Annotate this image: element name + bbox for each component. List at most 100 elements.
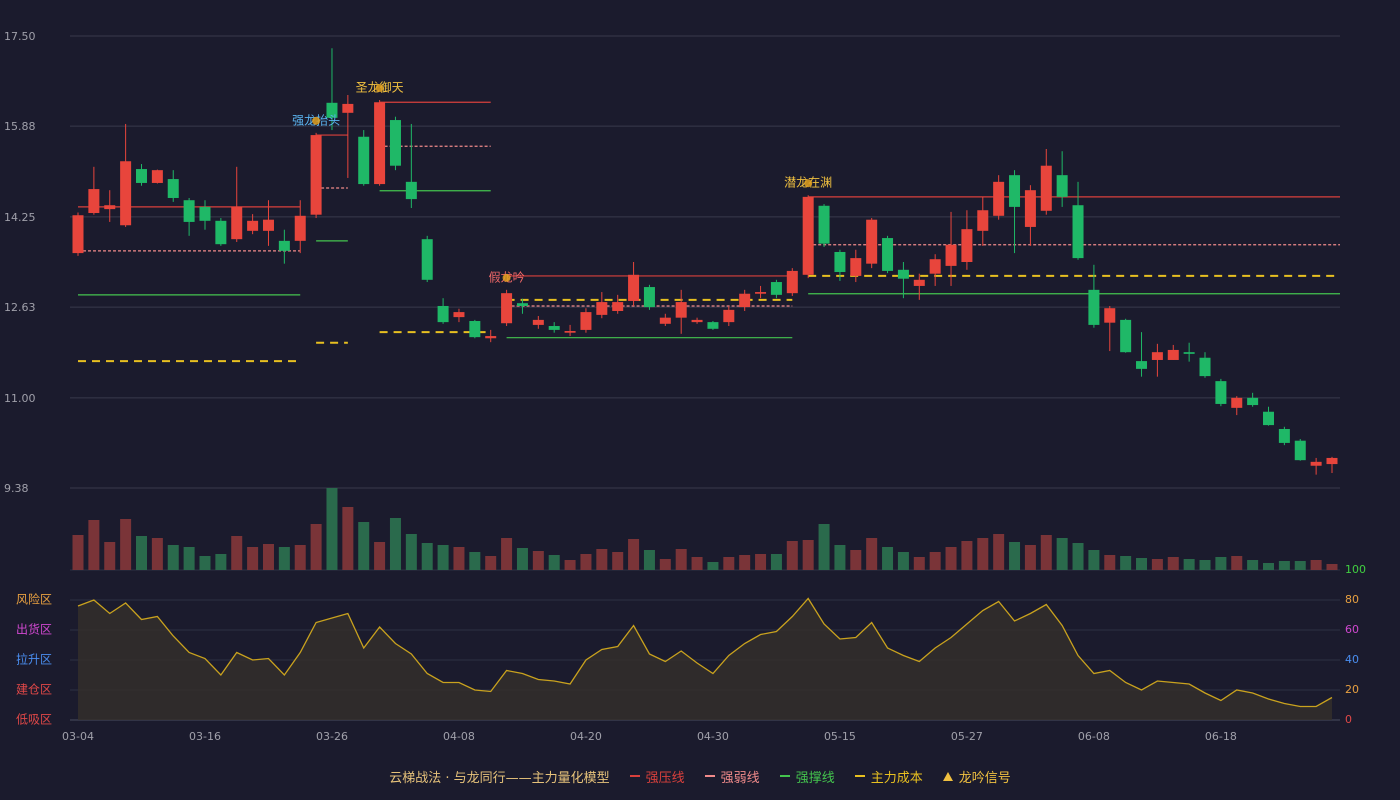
volume-bar xyxy=(135,536,147,570)
candle-body xyxy=(580,312,592,330)
candle-body xyxy=(961,229,973,262)
candle-body xyxy=(135,169,147,183)
y-tick-label: 40 xyxy=(1345,653,1359,666)
legend-symbol xyxy=(779,775,790,777)
volume-bar xyxy=(612,552,624,570)
candle-body xyxy=(469,321,481,338)
x-tick-label: 03-26 xyxy=(316,730,348,743)
volume-bar xyxy=(485,556,497,570)
volume-bar xyxy=(850,550,862,570)
candle-body xyxy=(897,269,909,279)
legend-label: 主力成本 xyxy=(870,770,923,786)
volume-bar xyxy=(453,547,465,570)
candle-body xyxy=(564,331,576,333)
y-tick-label: 60 xyxy=(1345,623,1359,636)
volume-bar xyxy=(1294,561,1306,570)
candle-body xyxy=(1024,190,1036,227)
candle-body xyxy=(659,317,671,324)
candle-body xyxy=(532,319,544,325)
volume-bar xyxy=(120,519,132,570)
volume-bar xyxy=(913,557,925,570)
volume-bar xyxy=(897,552,909,570)
volume-bar xyxy=(755,554,767,570)
volume-bar xyxy=(1231,556,1243,570)
volume-bar xyxy=(1263,563,1275,570)
indicator-area xyxy=(78,598,1332,720)
candle-body xyxy=(834,251,846,273)
candle-body xyxy=(167,179,179,198)
x-tick-label: 05-15 xyxy=(824,730,856,743)
candle-body xyxy=(1263,411,1275,426)
volume-bar xyxy=(1024,545,1036,570)
candle-body xyxy=(1009,175,1021,207)
candle-body xyxy=(818,205,830,244)
volume-bar xyxy=(437,545,449,570)
candle-body xyxy=(1104,308,1116,323)
chart: 9.38 11.00 12.63 14.25 15.88 17.50 0 20 40 60 80 10… xyxy=(4,30,1366,743)
candle-body xyxy=(596,302,608,315)
candle-body xyxy=(151,170,163,183)
volume-bar xyxy=(548,555,560,570)
volume-bar xyxy=(1120,556,1132,570)
volume-bar xyxy=(1072,543,1084,570)
volume-bar xyxy=(993,534,1005,570)
legend-label: 强撑线 xyxy=(795,770,835,786)
candle-body xyxy=(72,215,84,254)
legend-item: 主力成本 xyxy=(854,767,923,786)
zone-label: 低吸区 xyxy=(16,713,52,727)
candle-body xyxy=(675,302,687,318)
candle-body xyxy=(1278,428,1290,443)
volume-bar xyxy=(358,522,370,570)
volume-bar xyxy=(1167,557,1179,570)
y-tick-label: 11.00 xyxy=(4,392,36,405)
candle-body xyxy=(104,205,116,210)
candle-body xyxy=(120,161,132,226)
volume-bar xyxy=(262,544,274,570)
candle-body xyxy=(389,120,401,166)
volume-bar xyxy=(104,542,116,570)
volume-bar xyxy=(405,534,417,570)
x-tick-label: 03-04 xyxy=(62,730,94,743)
candle-body xyxy=(739,293,751,308)
volume-bar xyxy=(183,547,195,570)
x-tick-label: 03-16 xyxy=(189,730,221,743)
candle-body xyxy=(231,206,243,240)
candle-body xyxy=(1167,349,1179,360)
volume-bar xyxy=(977,538,989,570)
x-tick-label: 04-08 xyxy=(443,730,475,743)
y-tick-label: 12.63 xyxy=(4,301,36,314)
candle-body xyxy=(294,215,306,241)
candle-body xyxy=(278,240,290,251)
volume-bar xyxy=(1009,542,1021,570)
volume-bar xyxy=(167,545,179,570)
volume-bar xyxy=(628,539,640,570)
volume-bar xyxy=(278,547,290,570)
volume-bar xyxy=(1104,555,1116,570)
x-tick-label: 06-18 xyxy=(1205,730,1237,743)
candle-body xyxy=(485,336,497,339)
x-tick-label: 04-30 xyxy=(697,730,729,743)
candle-body xyxy=(993,181,1005,216)
zone-label: 出货区 xyxy=(16,622,52,637)
volume-bar xyxy=(342,507,354,570)
legend-item: 龙吟信号 xyxy=(942,767,1011,786)
volume-bar xyxy=(739,555,751,570)
candle-body xyxy=(215,220,227,245)
volume-bar xyxy=(675,549,687,570)
candle-body xyxy=(1040,165,1052,211)
candle-body xyxy=(1183,352,1195,354)
candle-body xyxy=(1072,205,1084,259)
legend-symbol xyxy=(942,771,953,781)
candle-body xyxy=(342,103,354,113)
volume-bar xyxy=(294,545,306,570)
volume-bar xyxy=(882,547,894,570)
candle-body xyxy=(1247,397,1259,406)
volume-bar xyxy=(1199,560,1211,570)
zone-label: 建仓区 xyxy=(16,683,52,697)
candle-body xyxy=(1120,319,1132,353)
candle-body xyxy=(1056,175,1068,197)
candle-body xyxy=(1151,352,1163,360)
legend-symbol xyxy=(629,775,640,777)
volume-bar xyxy=(247,547,259,570)
volume-bar xyxy=(723,557,735,570)
